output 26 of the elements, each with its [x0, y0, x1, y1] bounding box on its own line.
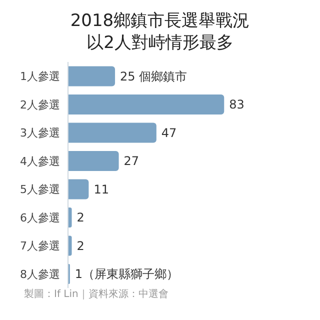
- y-tick-label: 2人參選: [20, 98, 60, 112]
- bar: [68, 179, 89, 200]
- data-label: 2: [76, 210, 84, 225]
- bar: [68, 236, 72, 256]
- y-tick-label: 1人參選: [20, 70, 60, 84]
- data-label: 1（屏東縣獅子鄉）: [74, 267, 179, 282]
- data-label: 2: [76, 238, 84, 253]
- bar: [68, 122, 156, 143]
- y-tick-label: 5人參選: [20, 183, 60, 196]
- y-tick-label: 3人參選: [20, 126, 60, 140]
- y-tick-label: 8人參選: [20, 268, 60, 281]
- text: 製圖：If Lin｜資料來源：中選會: [24, 288, 168, 301]
- data-label: 11: [94, 182, 109, 196]
- chart-title: 2018鄉鎮市長選舉戰況: [69, 10, 251, 32]
- chart-subtitle: 以2人對峙情形最多: [86, 32, 234, 54]
- data-label: 47: [161, 126, 177, 140]
- bar: [68, 207, 72, 228]
- bar: [68, 150, 119, 171]
- bar: [68, 66, 116, 86]
- y-tick-label: 4人參選: [20, 154, 60, 168]
- data-label: 25 個鄉鎮市: [120, 69, 188, 84]
- y-tick-label: 7人參選: [20, 240, 60, 253]
- bar: [68, 94, 224, 114]
- y-tick-label: 6人參選: [20, 211, 60, 224]
- data-label: 27: [124, 154, 140, 168]
- data-label: 83: [229, 98, 244, 112]
